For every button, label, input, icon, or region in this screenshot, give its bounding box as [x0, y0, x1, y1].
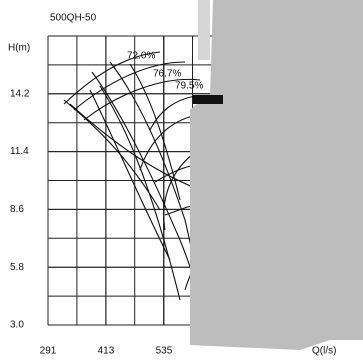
x-axis-label: Q(l/s) [312, 346, 336, 357]
efficiency-label: 76.7% [153, 69, 181, 80]
chart-title: 500QH-50 [50, 13, 97, 24]
y-tick-label: 3.0 [10, 320, 24, 331]
y-tick-label: 14.2 [10, 88, 30, 99]
efficiency-label: 72.0% [127, 51, 155, 62]
y-axis-label: H(m) [8, 43, 30, 54]
efficiency-label: 79.5% [175, 81, 203, 92]
y-tick-label: 11.4 [10, 146, 29, 157]
occlusion [190, 0, 363, 350]
y-tick-label: 8.6 [10, 204, 24, 215]
x-tick-label: 413 [98, 346, 115, 357]
x-tick-label: 535 [156, 346, 173, 357]
x-tick-label: 291 [40, 346, 57, 357]
y-tick-label: 5.8 [10, 262, 24, 273]
